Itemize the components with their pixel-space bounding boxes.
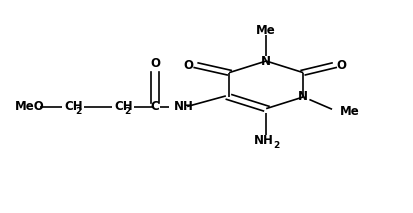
Text: O: O (184, 59, 194, 72)
Text: N: N (261, 55, 271, 68)
Text: NH: NH (254, 134, 274, 147)
Text: O: O (337, 59, 347, 72)
Text: CH: CH (64, 100, 83, 113)
Text: NH: NH (173, 100, 193, 113)
Text: O: O (150, 57, 160, 70)
Text: C: C (151, 100, 159, 113)
Text: CH: CH (114, 100, 133, 113)
Text: Me: Me (340, 105, 360, 118)
Text: MeO: MeO (15, 100, 45, 113)
Text: 2: 2 (124, 107, 131, 116)
Text: 2: 2 (273, 141, 280, 150)
Text: 2: 2 (75, 107, 81, 116)
Text: N: N (298, 91, 308, 104)
Text: Me: Me (256, 24, 276, 37)
